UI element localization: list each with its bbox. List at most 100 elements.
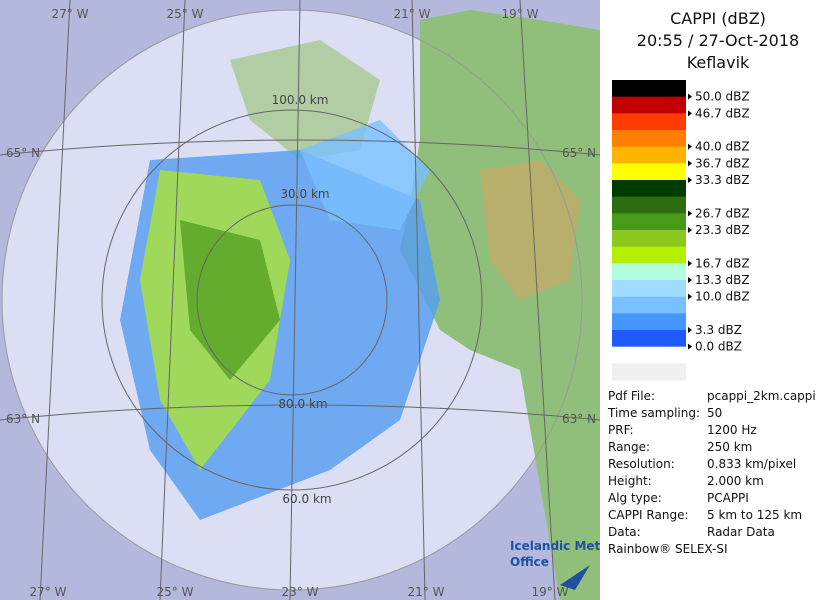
info-key: CAPPI Range: [608, 508, 689, 522]
longitude-label: 19° W [532, 585, 569, 599]
info-value: Radar Data [707, 525, 775, 539]
latitude-label: 63° N [6, 412, 40, 426]
radar-echo [300, 120, 430, 230]
title-line: Keflavik [687, 53, 750, 72]
legend-label: 23.3 dBZ [695, 223, 750, 237]
legend-swatch [612, 263, 686, 281]
legend-swatch [612, 346, 686, 364]
info-key: Resolution: [608, 457, 675, 471]
meridian [289, 0, 301, 600]
logo-text: Office [510, 555, 549, 569]
latitude-label: 65° N [6, 146, 40, 160]
range-label: 30.0 km [280, 187, 329, 201]
legend-swatch [612, 180, 686, 198]
parallel [0, 139, 601, 156]
legend-label: 46.7 dBZ [695, 106, 750, 120]
legend-tick [688, 110, 692, 117]
legend-swatch [612, 113, 686, 131]
legend-tick [688, 260, 692, 267]
longitude-label: 25° W [157, 585, 194, 599]
legend-tick [688, 227, 692, 233]
footer: Rainbow® SELEX-SI [608, 542, 728, 556]
longitude-label: 25° W [167, 7, 204, 21]
legend-tick [688, 210, 692, 217]
legend-label: 16.7 dBZ [695, 256, 750, 270]
longitude-label: 23° W [282, 585, 319, 599]
info-value: 50 [707, 406, 722, 420]
info-key: Pdf File: [608, 389, 655, 403]
info-key: Alg type: [608, 491, 662, 505]
info-value: 1200 Hz [707, 423, 757, 437]
peninsula [230, 40, 380, 160]
legend-label: 33.3 dBZ [695, 173, 750, 187]
info-value: pcappi_2km.cappi [707, 389, 816, 403]
legend-tick [688, 177, 692, 183]
legend-swatch [612, 330, 686, 348]
range-label: 60.0 km [282, 492, 331, 506]
info-value: PCAPPI [707, 491, 749, 505]
legend-swatch [612, 196, 686, 214]
range-label: 100.0 km [272, 93, 329, 107]
legend-swatch [612, 130, 686, 148]
longitude-label: 19° W [502, 7, 539, 21]
longitude-label: 21° W [394, 7, 431, 21]
legend-swatch [612, 163, 686, 181]
legend-tick [688, 293, 692, 300]
legend-swatch [612, 80, 686, 98]
info-value: 250 km [707, 440, 752, 454]
legend-swatch [612, 280, 686, 298]
latitude-label: 65° N [562, 146, 596, 160]
latitude-label: 63° N [562, 412, 596, 426]
legend-label: 3.3 dBZ [695, 323, 742, 337]
legend-label: 0.0 dBZ [695, 340, 742, 354]
legend-label: 13.3 dBZ [695, 273, 750, 287]
meridian [411, 0, 426, 600]
legend-tick [688, 277, 692, 283]
info-key: Range: [608, 440, 650, 454]
legend-label: 36.7 dBZ [695, 156, 750, 170]
longitude-label: 27° W [52, 7, 89, 21]
info-value: 5 km to 125 km [707, 508, 802, 522]
logo-text: Icelandic Met [510, 539, 601, 553]
range-ring [1, 9, 583, 591]
legend-label: 50.0 dBZ [695, 90, 750, 104]
legend-tick [688, 143, 692, 150]
meridian [159, 0, 186, 600]
legend-label: 10.0 dBZ [695, 290, 750, 304]
logo-mark [560, 565, 590, 590]
legend-tick [688, 327, 692, 333]
range-ring [196, 204, 388, 396]
info-value: 2.000 km [707, 474, 764, 488]
legend-swatch [612, 363, 686, 381]
info-key: PRF: [608, 423, 634, 437]
legend-label: 26.7 dBZ [695, 206, 750, 220]
meridian [39, 0, 71, 600]
land [400, 10, 600, 600]
longitude-label: 21° W [408, 585, 445, 599]
title-line: CAPPI (dBZ) [670, 9, 766, 28]
legend-swatch [612, 246, 686, 264]
legend-label: 40.0 dBZ [695, 140, 750, 154]
info-key: Height: [608, 474, 652, 488]
legend-swatch [612, 96, 686, 114]
range-label: 80.0 km [278, 397, 327, 411]
legend-swatch [612, 213, 686, 231]
legend-tick [688, 93, 692, 100]
info-key: Data: [608, 525, 641, 539]
legend-tick [688, 343, 692, 350]
info-key: Time sampling: [607, 406, 700, 420]
info-value: 0.833 km/pixel [707, 457, 796, 471]
radar-echo [180, 220, 280, 380]
legend-swatch [612, 230, 686, 248]
title-line: 20:55 / 27-Oct-2018 [637, 31, 799, 50]
highlands [480, 160, 580, 300]
legend-swatch [612, 313, 686, 331]
longitude-label: 27° W [30, 585, 67, 599]
legend-swatch [612, 296, 686, 314]
legend-tick [688, 160, 692, 167]
parallel [0, 404, 601, 421]
meridian [519, 0, 556, 600]
legend-swatch [612, 146, 686, 164]
